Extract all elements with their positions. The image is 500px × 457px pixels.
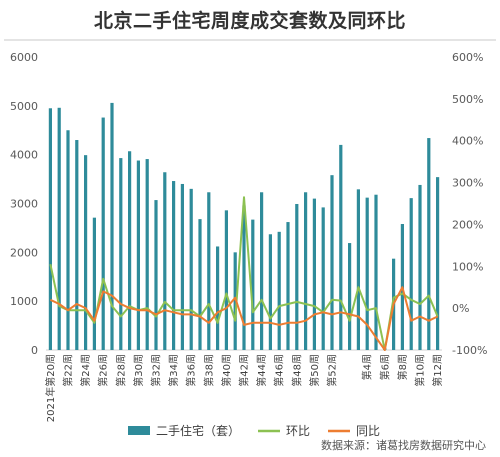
- legend-bar-swatch: [128, 426, 150, 435]
- bar-43: [427, 138, 431, 350]
- y-right-tick-label: 500%: [452, 93, 483, 106]
- bar-21: [233, 252, 237, 350]
- line-series-1: [49, 286, 439, 351]
- bar-14: [172, 181, 176, 350]
- bar-17: [198, 219, 202, 350]
- x-tick-label: 第26周: [97, 354, 110, 387]
- x-tick-label: 第52周: [326, 354, 339, 387]
- bar-36: [365, 197, 369, 350]
- bar-2: [66, 130, 70, 350]
- bar-32: [330, 175, 334, 350]
- x-tick-label: 第30周: [132, 354, 145, 387]
- y-left-tick-label: 3000: [10, 198, 38, 211]
- x-tick-label: 第6周: [378, 354, 391, 380]
- bar-4: [84, 155, 88, 350]
- y-right-tick-label: 600%: [452, 51, 483, 64]
- bar-8: [119, 158, 123, 350]
- y-right-tick-label: 200%: [452, 218, 483, 231]
- y-left-tick-label: 5000: [10, 100, 38, 113]
- line-series-group: [49, 196, 439, 351]
- x-tick-label: 第28周: [114, 354, 127, 387]
- x-tick-label: 第4周: [361, 354, 374, 380]
- bar-23: [251, 219, 255, 350]
- bar-22: [242, 205, 246, 350]
- bar-27: [286, 222, 290, 350]
- x-tick-label: 第24周: [79, 354, 92, 387]
- bar-1: [57, 107, 61, 350]
- bar-35: [356, 189, 360, 350]
- bar-29: [304, 192, 308, 350]
- axes-group: 0 1000 2000 3000 4000 5000 6000 -100% 0% 100% 200%…: [10, 51, 487, 357]
- legend: 二手住宅（套） 环比 同比: [128, 423, 380, 438]
- x-tick-labels-group: 2021年第20周 第22周 第24周 第26周 第28周 第30周 第32周 第34周 第36…: [44, 354, 444, 422]
- bar-44: [436, 177, 440, 350]
- x-tick-label: 第22周: [62, 354, 75, 387]
- bar-24: [260, 192, 264, 350]
- bar-5: [92, 217, 96, 350]
- y-right-tick-label: 100%: [452, 260, 483, 273]
- y-left-tick-label: 2000: [10, 246, 38, 259]
- y-right-tick-label: 0%: [452, 302, 469, 315]
- x-tick-label: 第42周: [238, 354, 251, 387]
- chart-title: 北京二手住宅周度成交套数及同环比: [93, 10, 406, 32]
- y-left-tick-label: 6000: [10, 51, 38, 64]
- bar-18: [207, 192, 211, 350]
- data-source-note: 数据来源：诸葛找房数据研究中心: [321, 439, 486, 452]
- bar-20: [224, 210, 228, 350]
- legend-line-label: 同比: [356, 424, 380, 438]
- bar-12: [154, 200, 158, 350]
- x-tick-label: 第46周: [273, 354, 286, 387]
- bar-10: [136, 160, 140, 350]
- x-tick-label: 第12周: [431, 354, 444, 387]
- bar-11: [145, 159, 149, 350]
- x-tick-label: 第8周: [396, 354, 409, 380]
- bar-15: [180, 183, 184, 350]
- bar-3: [75, 140, 79, 350]
- bar-9: [128, 151, 132, 350]
- x-tick-label: 第50周: [308, 354, 321, 387]
- bar-6: [101, 117, 105, 350]
- y-left-tick-label: 4000: [10, 149, 38, 162]
- x-tick-label: 第44周: [255, 354, 268, 387]
- legend-line-label: 环比: [286, 424, 310, 438]
- legend-bar-label: 二手住宅（套）: [156, 423, 240, 438]
- bar-34: [348, 243, 352, 350]
- bar-16: [189, 188, 193, 350]
- bar-26: [277, 231, 281, 350]
- bar-33: [339, 144, 343, 350]
- x-tick-label: 第34周: [167, 354, 180, 387]
- bar-25: [268, 234, 272, 350]
- bar-42: [418, 184, 422, 350]
- line-series-0: [49, 196, 439, 351]
- x-tick-label: 第32周: [150, 354, 163, 387]
- bar-30: [312, 198, 316, 350]
- x-tick-label: 2021年第20周: [44, 354, 57, 422]
- bar-41: [409, 198, 413, 350]
- bar-31: [321, 207, 325, 350]
- bar-series-group: [48, 102, 440, 351]
- y-right-tick-label: 400%: [452, 135, 483, 148]
- x-tick-label: 第36周: [185, 354, 198, 387]
- bar-0: [48, 108, 52, 351]
- x-tick-label: 第48周: [290, 354, 303, 387]
- bar-19: [216, 246, 220, 350]
- y-right-tick-label: -100%: [452, 344, 487, 357]
- x-tick-label: 第10周: [414, 354, 427, 387]
- y-right-tick-label: 300%: [452, 177, 483, 190]
- y-left-tick-label: 1000: [10, 295, 38, 308]
- x-tick-label: 第40周: [220, 354, 233, 387]
- bar-13: [163, 172, 167, 350]
- y-left-tick-label: 0: [31, 344, 38, 357]
- bar-37: [374, 194, 378, 350]
- x-tick-label: 第38周: [202, 354, 215, 387]
- bar-28: [295, 203, 299, 350]
- bar-7: [110, 102, 114, 350]
